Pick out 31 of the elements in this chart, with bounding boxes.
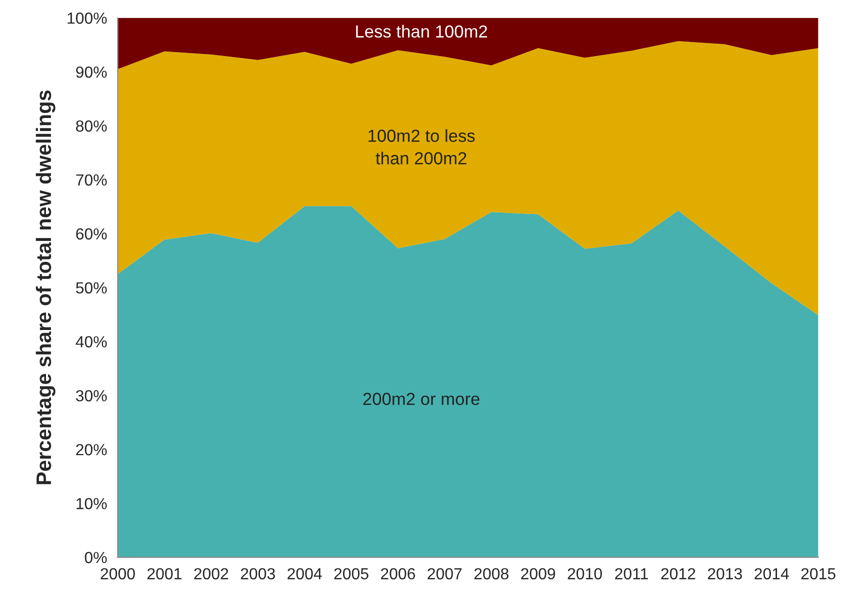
- series-label: 200m2 or more: [363, 392, 480, 406]
- y-tick-label: 50%: [76, 282, 107, 294]
- x-tick-label: 2013: [708, 568, 742, 580]
- x-tick-label: 2006: [381, 568, 416, 580]
- x-tick-label: 2003: [240, 568, 275, 580]
- y-tick-label: 30%: [76, 390, 107, 402]
- y-tick-label: 40%: [76, 336, 107, 348]
- y-tick-label: 10%: [76, 498, 107, 510]
- x-tick-label: 2008: [474, 568, 508, 580]
- x-tick-label: 2002: [194, 568, 228, 580]
- x-tick-label: 2005: [334, 568, 368, 580]
- x-tick-label: 2012: [661, 568, 696, 580]
- series-label: 100m2 to less than 200m2: [368, 129, 475, 164]
- y-tick-label: 70%: [76, 174, 107, 186]
- x-tick-label: 2000: [100, 568, 135, 580]
- y-tick-label: 80%: [76, 120, 107, 132]
- y-tick-label: 0%: [84, 552, 107, 564]
- x-tick-label: 2010: [568, 568, 602, 580]
- y-tick-label: 20%: [76, 444, 107, 456]
- y-axis-title: Percentage share of total new dwellings: [36, 90, 56, 484]
- x-tick-label: 2007: [428, 568, 462, 580]
- x-tick-label: 2001: [147, 568, 182, 580]
- y-tick-label: 90%: [76, 66, 107, 78]
- x-tick-label: 2011: [615, 568, 648, 580]
- x-tick-label: 2009: [521, 568, 556, 580]
- series-label: Less than 100m2: [356, 24, 488, 38]
- y-tick-label: 100%: [68, 12, 107, 24]
- y-tick-label: 60%: [76, 228, 107, 240]
- x-tick-label: 2014: [754, 568, 789, 580]
- x-tick-label: 2004: [288, 568, 322, 580]
- x-tick-label: 2015: [801, 568, 836, 580]
